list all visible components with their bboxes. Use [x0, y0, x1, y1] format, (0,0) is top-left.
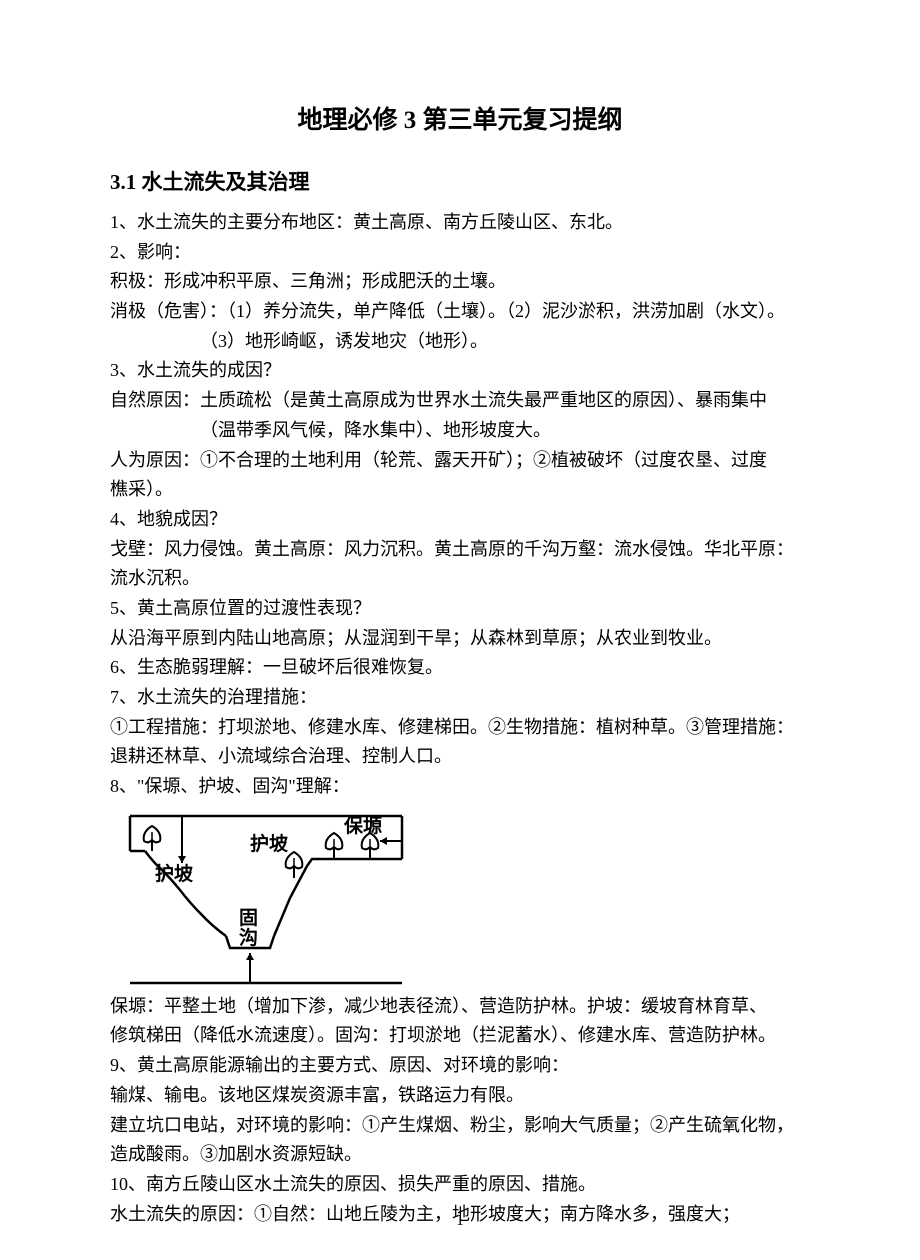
- label-baoyuan: 保塬: [343, 814, 382, 837]
- line-1: 1、水土流失的主要分布地区：黄土高原、南方丘陵山区、东北。: [110, 208, 810, 238]
- label-hupo-left: 护坡: [155, 862, 194, 885]
- line-4b: （3）地形崎岖，诱发地灾（地形）。: [110, 327, 810, 357]
- line-8: 4、地貌成因？: [110, 505, 810, 535]
- line-7: 人为原因：①不合理的土地利用（轮荒、露天开矿）；②植被破坏（过度农垦、过度: [110, 446, 810, 476]
- line-14b: 退耕还林草、小流域综合治理、控制人口。: [110, 742, 810, 772]
- line-9b: 流水沉积。: [110, 564, 810, 594]
- tree-icon: [286, 852, 303, 878]
- line-6b: （温带季风气候，降水集中）、地形坡度大。: [110, 416, 810, 446]
- line-18: 输煤、输电。该地区煤炭资源丰富，铁路运力有限。: [110, 1081, 810, 1111]
- line-20: 10、南方丘陵山区水土流失的原因、损失严重的原因、措施。: [110, 1170, 810, 1200]
- section-header: 3.1 水土流失及其治理: [110, 166, 810, 196]
- line-19b: 造成酸雨。③加剧水资源短缺。: [110, 1140, 810, 1170]
- line-12: 6、生态脆弱理解：一旦破坏后很难恢复。: [110, 653, 810, 683]
- line-7b: 樵采）。: [110, 475, 810, 505]
- label-gugou-2: 沟: [239, 926, 258, 949]
- label-gugou-1: 固: [239, 907, 258, 929]
- line-16: 保塬：平整土地（增加下渗，减少地表径流）、营造防护林。护坡：缓坡育林育草、: [110, 992, 810, 1022]
- line-6: 自然原因：土质疏松（是黄土高原成为世界水土流失最严重地区的原因）、暴雨集中: [110, 386, 810, 416]
- diagram-svg: 保塬 护坡 护坡 固 沟: [112, 808, 412, 988]
- tree-icon: [326, 833, 343, 859]
- cross-section-diagram: 保塬 护坡 护坡 固 沟: [112, 808, 810, 988]
- line-3: 积极：形成冲积平原、三角洲；形成肥沃的土壤。: [110, 267, 810, 297]
- line-2: 2、影响：: [110, 238, 810, 268]
- line-5: 3、水土流失的成因？: [110, 356, 810, 386]
- line-9: 戈壁：风力侵蚀。黄土高原：风力沉积。黄土高原的千沟万壑：流水侵蚀。华北平原：: [110, 535, 810, 565]
- page-number: 1: [0, 1212, 920, 1230]
- line-19: 建立坑口电站，对环境的影响：①产生煤烟、粉尘，影响大气质量；②产生硫氧化物，: [110, 1111, 810, 1141]
- tree-icon: [144, 826, 161, 851]
- line-10: 5、黄土高原位置的过渡性表现？: [110, 594, 810, 624]
- line-13: 7、水土流失的治理措施：: [110, 683, 810, 713]
- line-14: ①工程措施：打坝淤地、修建水库、修建梯田。②生物措施：植树种草。③管理措施：: [110, 713, 810, 743]
- line-4: 消极（危害）：（1）养分流失，单产降低（土壤）。（2）泥沙淤积，洪涝加剧（水文）…: [110, 297, 810, 327]
- line-16b: 修筑梯田（降低水流速度）。固沟：打坝淤地（拦泥蓄水）、修建水库、营造防护林。: [110, 1021, 810, 1051]
- line-11: 从沿海平原到内陆山地高原；从湿润到干旱；从森林到草原；从农业到牧业。: [110, 624, 810, 654]
- label-hupo-top: 护坡: [250, 832, 289, 855]
- line-17: 9、黄土高原能源输出的主要方式、原因、对环境的影响：: [110, 1051, 810, 1081]
- line-15: 8、"保塬、护坡、固沟"理解：: [110, 772, 810, 802]
- page-title: 地理必修 3 第三单元复习提纲: [110, 100, 810, 136]
